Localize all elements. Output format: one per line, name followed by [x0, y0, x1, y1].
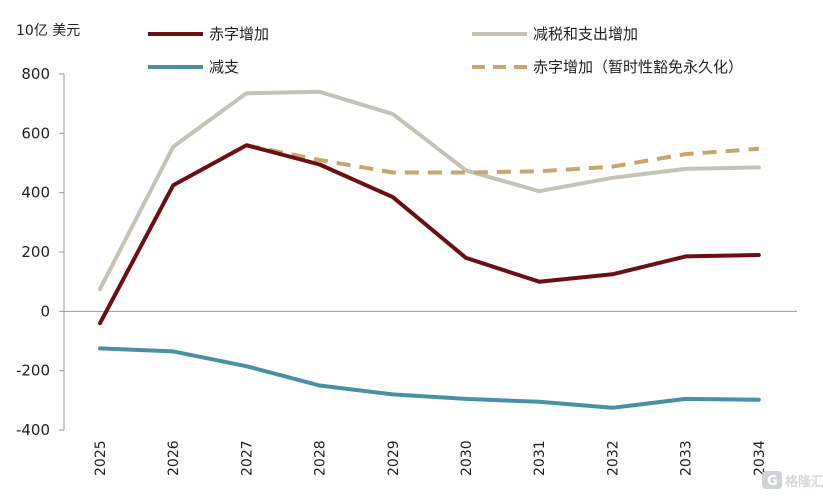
series-line-2 [98, 346, 761, 410]
x-tick-label: 2030 [459, 440, 475, 476]
legend-label-3: 赤字增加（暂时性豁免永久化） [533, 58, 743, 76]
series-line-3 [246, 143, 759, 175]
g-logo-icon [762, 471, 782, 489]
x-tick-label: 2027 [239, 440, 255, 476]
watermark-text: 格隆汇 [785, 474, 823, 490]
y-tick-label: -200 [16, 362, 50, 380]
x-axis: 2025 2026 2027 2028 2029 2030 2031 2032 2033 2034 [64, 310, 797, 476]
series-line-0 [98, 143, 761, 326]
y-tick-label: 800 [21, 65, 50, 83]
y-tick-label: 200 [21, 243, 50, 261]
y-tick-label: 0 [40, 302, 50, 320]
y-tick-label: 600 [21, 124, 50, 142]
legend-label-0: 赤字增加 [209, 25, 269, 43]
y-tick-label: 400 [21, 184, 50, 202]
x-tick-label: 2026 [166, 440, 182, 476]
series-line-1 [98, 89, 761, 292]
x-tick-label: 2025 [93, 440, 109, 476]
x-tick-label: 2028 [313, 440, 329, 476]
plot-area [98, 89, 761, 410]
y-tick-label: -400 [16, 421, 50, 439]
x-tick-label: 2034 [752, 440, 768, 476]
x-tick-label: 2033 [679, 440, 695, 476]
x-tick-label: 2032 [605, 440, 621, 476]
svg-text:G: G [767, 474, 778, 489]
x-tick-label: 2031 [532, 440, 548, 476]
y-axis: 800 600 400 200 0 -200 -400 [16, 65, 65, 439]
y-unit-label: 10亿 美元 [16, 23, 80, 39]
watermark: G 格隆汇 [762, 471, 823, 490]
legend-label-2: 减支 [209, 58, 239, 76]
legend-label-1: 减税和支出增加 [533, 25, 638, 43]
x-tick-label: 2029 [386, 440, 402, 476]
